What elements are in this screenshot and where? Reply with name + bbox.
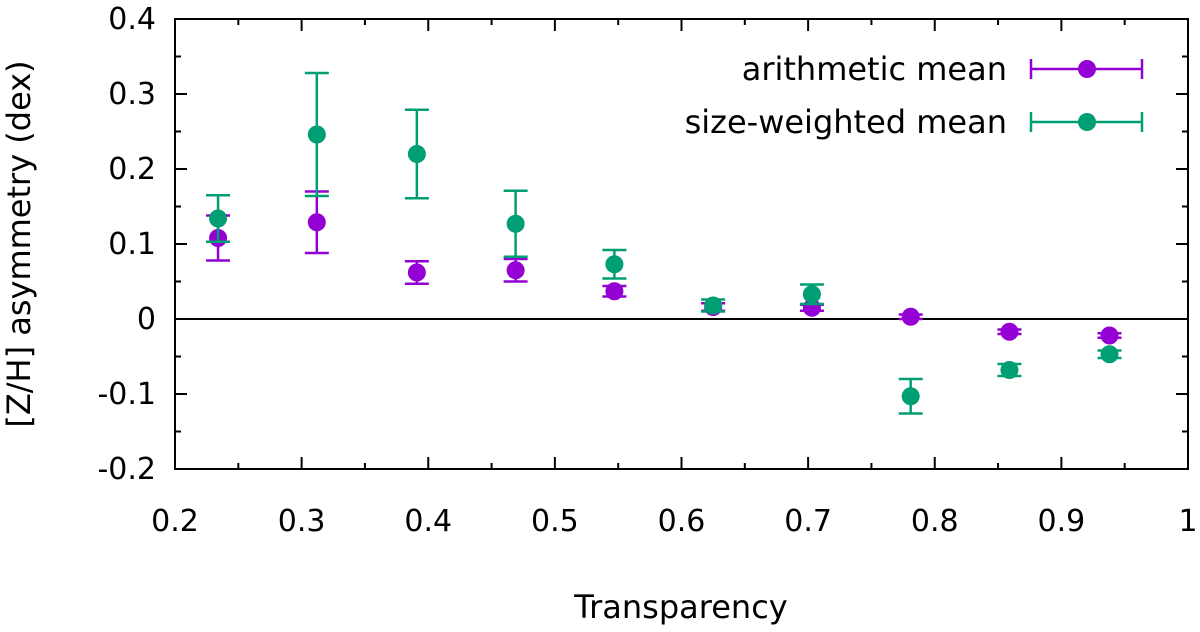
data-point: [307, 213, 326, 232]
x-tick-label: 0.3: [278, 504, 326, 539]
series-size-weighted-mean: [206, 71, 1122, 415]
data-point: [209, 209, 228, 228]
data-point: [307, 125, 326, 144]
x-tick-label: 0.4: [404, 504, 452, 539]
data-point: [1100, 326, 1119, 345]
legend-item: arithmetic mean: [742, 50, 1144, 88]
x-tick-label: 0.8: [911, 504, 959, 539]
series-arithmetic-mean: [206, 190, 1122, 345]
y-tick-label: 0.2: [108, 152, 156, 187]
x-axis-title: Transparency: [573, 588, 787, 626]
x-tick-label: 0.5: [531, 504, 579, 539]
x-tick-label: 0.6: [658, 504, 706, 539]
data-point: [1000, 322, 1019, 341]
y-tick-label: -0.2: [97, 452, 156, 487]
data-point: [605, 255, 624, 274]
data-point: [407, 145, 426, 163]
data-point: [901, 387, 920, 406]
data-point: [506, 261, 525, 280]
x-tick-label: 0.2: [151, 504, 199, 539]
legend-label: arithmetic mean: [742, 50, 1007, 88]
legend-label: size-weighted mean: [685, 103, 1007, 141]
data-point: [605, 282, 624, 301]
data-point: [901, 307, 920, 326]
legend-marker: [1078, 113, 1096, 131]
data-point: [506, 214, 525, 233]
plot-frame: [174, 18, 1189, 470]
data-point: [407, 263, 426, 282]
data-point: [1100, 345, 1119, 364]
y-tick-label: 0: [137, 302, 156, 337]
y-axis-title: [Z/H] asymmetry (dex): [0, 60, 38, 427]
x-tick-label: 0.7: [784, 504, 832, 539]
y-tick-label: 0.3: [108, 77, 156, 112]
y-tick-label: 0.1: [108, 227, 156, 262]
legend-marker: [1078, 60, 1096, 78]
data-point: [802, 285, 821, 304]
x-tick-label: 0.9: [1038, 504, 1086, 539]
x-tick-label: 1: [1178, 504, 1197, 539]
data-point: [704, 296, 723, 315]
legend-item: size-weighted mean: [685, 103, 1144, 141]
y-tick-label: 0.4: [108, 2, 156, 37]
y-tick-label: -0.1: [97, 377, 156, 412]
data-point: [1000, 361, 1019, 379]
